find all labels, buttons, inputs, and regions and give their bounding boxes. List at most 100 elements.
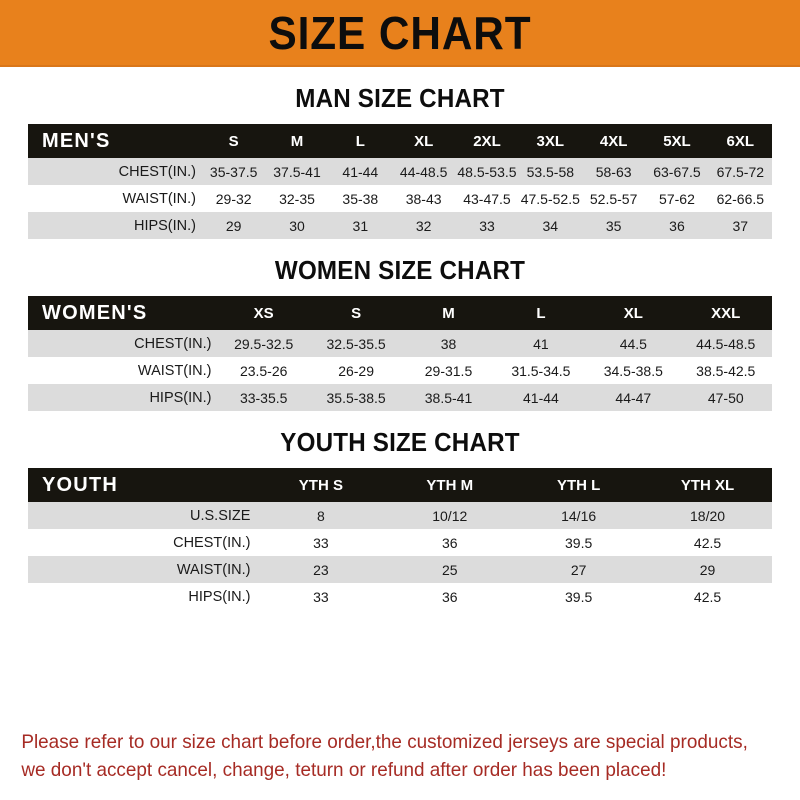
table-cell: 30: [289, 217, 305, 234]
table-cell: 42.5: [693, 534, 722, 551]
column-header: S: [351, 304, 362, 322]
table-cell: 36: [441, 588, 458, 605]
size-table: YOUTH YTH S YTH M YTH L YTH XL U.S.SIZE 8 10/12…: [28, 468, 772, 610]
row-label: WAIST(IN.): [137, 362, 212, 379]
column-header: M: [290, 132, 304, 150]
size-table: WOMEN'S XS S M L XL XXL CHEST(IN.) 29.5-32.5 32.5…: [28, 296, 772, 411]
row-label-header: YOUTH: [42, 473, 118, 496]
column-header: XS: [253, 304, 274, 322]
table-cell: 31.5-34.5: [511, 362, 571, 379]
table-cell: 32: [415, 217, 432, 234]
row-label: U.S.SIZE: [190, 507, 251, 524]
table-cell: 34: [542, 217, 559, 234]
table-cell: 58-63: [595, 163, 632, 180]
footer-note-line-2: we don't accept cancel, change, teturn o…: [21, 759, 667, 782]
table-cell: 14/16: [561, 507, 597, 524]
table-cell: 43-47.5: [463, 190, 511, 207]
table-cell: 35: [605, 217, 622, 234]
table-cell: 52.5-57: [589, 190, 638, 207]
row-label: CHEST(IN.): [118, 163, 196, 180]
table-cell: 62-66.5: [716, 190, 765, 207]
column-header: XXL: [711, 304, 741, 322]
row-label: WAIST(IN.): [122, 190, 196, 207]
table-cell: 26-29: [338, 362, 374, 379]
table-cell: 41: [533, 335, 549, 352]
table-cell: 29.5-32.5: [234, 335, 294, 352]
table-row: CHEST(IN.) 29.5-32.5 32.5-35.5 38 41 44.5 44.5…: [28, 330, 772, 357]
table-cell: 25: [441, 561, 458, 578]
table-cell: 41-44: [342, 163, 379, 180]
size-table-wrapper: WOMEN'S XS S M L XL XXL CHEST(IN.) 29.5-32.5 32.5…: [28, 296, 772, 411]
table-cell: 44.5: [619, 335, 647, 352]
table-cell: 27: [570, 561, 587, 578]
size-table-wrapper: MEN'S S M L XL 2XL 3XL 4XL 5XL 6XL CHEST(IN.) 35-37…: [28, 124, 772, 239]
table-cell: 53.5-58: [526, 163, 575, 180]
size-chart-sections: MAN SIZE CHART MEN'S S M L XL 2XL 3XL 4XL 5XL 6XL C…: [0, 83, 800, 610]
table-cell: 67.5-72: [716, 163, 765, 180]
table-cell: 35-38: [342, 190, 379, 207]
table-cell: 29: [225, 217, 242, 234]
section-title: MAN SIZE CHART: [295, 83, 505, 113]
footer-note: Please refer to our size chart before or…: [0, 728, 776, 785]
table-cell: 18/20: [690, 507, 726, 524]
table-cell: 10/12: [432, 507, 468, 524]
table-cell: 38.5-41: [424, 389, 473, 406]
table-cell: 35.5-38.5: [326, 389, 386, 406]
row-label: HIPS(IN.): [133, 217, 196, 234]
table-cell: 44.5-48.5: [696, 335, 756, 352]
table-cell: 36: [669, 217, 685, 234]
table-cell: 32.5-35.5: [326, 335, 386, 352]
table-cell: 63-67.5: [653, 163, 701, 180]
column-header: 6XL: [726, 132, 755, 150]
column-header: M: [442, 304, 455, 322]
column-header: YTH S: [298, 476, 343, 494]
column-header: YTH XL: [680, 476, 735, 494]
table-cell: 57-62: [659, 190, 695, 207]
table-header-row: WOMEN'S XS S M L XL XXL: [28, 296, 772, 330]
table-cell: 32-35: [279, 190, 315, 207]
column-header: XL: [623, 304, 643, 322]
table-cell: 38.5-42.5: [696, 362, 756, 379]
table-cell: 29-31.5: [424, 362, 473, 379]
column-header: L: [355, 132, 365, 150]
table-row: HIPS(IN.) 33-35.5 35.5-38.5 38.5-41 41-44 44-…: [28, 384, 772, 411]
table-cell: 37: [732, 217, 749, 234]
table-cell: 38-43: [405, 190, 442, 207]
table-cell: 29: [699, 561, 716, 578]
size-table-wrapper: YOUTH YTH S YTH M YTH L YTH XL U.S.SIZE 8 10/12…: [28, 468, 772, 610]
table-cell: 48.5-53.5: [457, 163, 517, 180]
table-cell: 8: [316, 507, 325, 524]
column-header: XL: [414, 132, 434, 150]
table-cell: 34.5-38.5: [603, 362, 663, 379]
column-header: YTH L: [556, 476, 601, 494]
table-cell: 23.5-26: [239, 362, 288, 379]
table-header-row: MEN'S S M L XL 2XL 3XL 4XL 5XL 6XL: [28, 124, 772, 158]
row-label: HIPS(IN.): [149, 389, 212, 406]
table-cell: 47-50: [707, 389, 744, 406]
table-cell: 38: [440, 335, 457, 352]
column-header: 5XL: [663, 132, 691, 150]
row-label: WAIST(IN.): [176, 561, 251, 578]
row-label-header: WOMEN'S: [42, 301, 148, 324]
table-row: U.S.SIZE 8 10/12 14/16 18/20: [28, 502, 772, 529]
page-banner: SIZE CHART: [0, 0, 800, 67]
section-title: WOMEN SIZE CHART: [274, 255, 526, 285]
table-cell: 47.5-52.5: [520, 190, 580, 207]
table-row: CHEST(IN.) 35-37.5 37.5-41 41-44 44-48.5 48.5…: [28, 158, 772, 185]
table-row: CHEST(IN.) 33 36 39.5 42.5: [28, 529, 772, 556]
row-label: CHEST(IN.): [134, 335, 212, 352]
table-row: WAIST(IN.) 23 25 27 29: [28, 556, 772, 583]
table-cell: 36: [441, 534, 458, 551]
table-cell: 23: [313, 561, 329, 578]
table-cell: 31: [352, 217, 369, 234]
table-cell: 35-37.5: [209, 163, 258, 180]
table-cell: 33-35.5: [239, 389, 288, 406]
page-title: SIZE CHART: [268, 6, 532, 59]
size-table: MEN'S S M L XL 2XL 3XL 4XL 5XL 6XL CHEST(IN.) 35-37…: [28, 124, 772, 239]
table-cell: 39.5: [565, 588, 593, 605]
table-row: HIPS(IN.) 33 36 39.5 42.5: [28, 583, 772, 610]
column-header: 2XL: [473, 132, 501, 150]
table-cell: 44-47: [615, 389, 652, 406]
table-row: WAIST(IN.) 29-32 32-35 35-38 38-43 43-47.5 47.…: [28, 185, 772, 212]
table-row: HIPS(IN.) 29 30 31 32 33 34 35 36 37: [28, 212, 772, 239]
